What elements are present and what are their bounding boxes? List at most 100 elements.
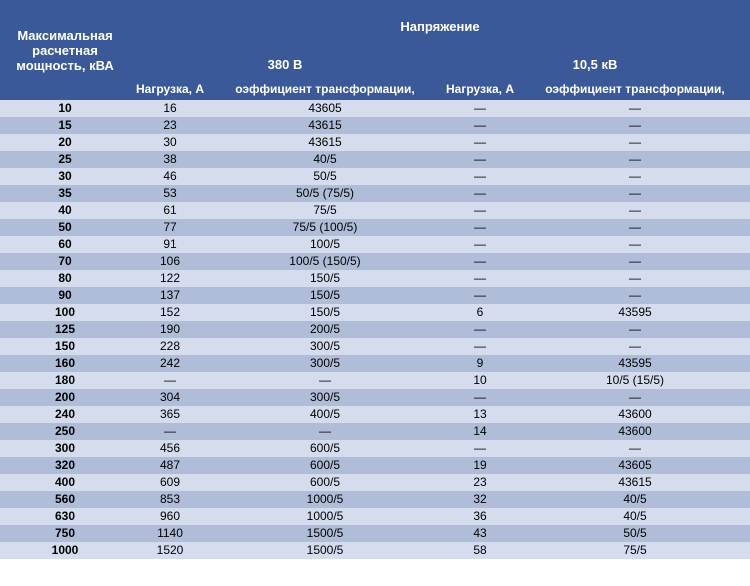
cell-coef-10: 43600 <box>520 406 750 423</box>
cell-load-380: 61 <box>130 202 210 219</box>
header-10-5kv: 10,5 кВ <box>440 52 750 77</box>
table-row: 100015201500/55875/5 <box>0 542 750 559</box>
cell-coef-380: 100/5 (150/5) <box>210 253 440 270</box>
cell-coef-380: 43605 <box>210 100 440 117</box>
cell-load-10: 23 <box>440 474 520 491</box>
cell-load-10: — <box>440 117 520 134</box>
table-header: Максимальная расчетная мощность, кВА Нап… <box>0 0 750 100</box>
cell-power: 150 <box>0 338 130 355</box>
cell-load-10: — <box>440 287 520 304</box>
cell-power: 30 <box>0 168 130 185</box>
cell-coef-10: 40/5 <box>520 491 750 508</box>
cell-load-380: 16 <box>130 100 210 117</box>
table-row: 90137150/5—— <box>0 287 750 304</box>
cell-power: 400 <box>0 474 130 491</box>
cell-load-10: — <box>440 253 520 270</box>
cell-load-380: 609 <box>130 474 210 491</box>
cell-power: 60 <box>0 236 130 253</box>
cell-power: 200 <box>0 389 130 406</box>
table-row: 6091100/5—— <box>0 236 750 253</box>
cell-coef-380: 300/5 <box>210 338 440 355</box>
cell-power: 40 <box>0 202 130 219</box>
cell-coef-10: — <box>520 202 750 219</box>
cell-coef-10: — <box>520 236 750 253</box>
cell-coef-10: — <box>520 168 750 185</box>
cell-load-380: 152 <box>130 304 210 321</box>
cell-coef-10: — <box>520 185 750 202</box>
cell-power: 20 <box>0 134 130 151</box>
cell-coef-10: — <box>520 389 750 406</box>
cell-power: 125 <box>0 321 130 338</box>
cell-load-380: 91 <box>130 236 210 253</box>
cell-coef-380: 75/5 <box>210 202 440 219</box>
cell-load-380: 46 <box>130 168 210 185</box>
cell-load-380: 23 <box>130 117 210 134</box>
cell-load-380: 122 <box>130 270 210 287</box>
cell-load-380: 30 <box>130 134 210 151</box>
table-row: 400609600/52343615 <box>0 474 750 491</box>
cell-coef-10: — <box>520 287 750 304</box>
cell-load-380: — <box>130 423 210 440</box>
cell-load-10: — <box>440 168 520 185</box>
cell-power: 250 <box>0 423 130 440</box>
cell-coef-10: 43595 <box>520 304 750 321</box>
cell-load-380: 106 <box>130 253 210 270</box>
cell-power: 70 <box>0 253 130 270</box>
data-table: Максимальная расчетная мощность, кВА Нап… <box>0 0 750 559</box>
cell-power: 320 <box>0 457 130 474</box>
table-row: 240365400/51343600 <box>0 406 750 423</box>
cell-coef-10: — <box>520 270 750 287</box>
cell-load-10: 9 <box>440 355 520 372</box>
cell-coef-10: 75/5 <box>520 542 750 559</box>
table-row: 70106100/5 (150/5)—— <box>0 253 750 270</box>
cell-coef-10: 43600 <box>520 423 750 440</box>
table-row: 5608531000/53240/5 <box>0 491 750 508</box>
table-body: 101643605——152343615——203043615——253840/… <box>0 100 750 559</box>
header-load-10: Нагрузка, А <box>440 77 520 100</box>
cell-power: 1000 <box>0 542 130 559</box>
table-row: 100152150/5643595 <box>0 304 750 321</box>
table-row: 180——1010/5 (15/5) <box>0 372 750 389</box>
cell-load-10: — <box>440 321 520 338</box>
table-row: 320487600/51943605 <box>0 457 750 474</box>
cell-power: 90 <box>0 287 130 304</box>
cell-load-10: 58 <box>440 542 520 559</box>
cell-load-380: 228 <box>130 338 210 355</box>
cell-power: 750 <box>0 525 130 542</box>
header-coef-10: оэффициент трансформации, <box>520 77 750 100</box>
cell-load-380: 190 <box>130 321 210 338</box>
cell-load-380: 487 <box>130 457 210 474</box>
cell-power: 100 <box>0 304 130 321</box>
cell-coef-380: 40/5 <box>210 151 440 168</box>
cell-power: 80 <box>0 270 130 287</box>
cell-coef-380: 1000/5 <box>210 508 440 525</box>
cell-coef-10: 43615 <box>520 474 750 491</box>
cell-coef-10: — <box>520 117 750 134</box>
cell-coef-380: 400/5 <box>210 406 440 423</box>
cell-coef-380: 200/5 <box>210 321 440 338</box>
cell-coef-380: 50/5 <box>210 168 440 185</box>
cell-coef-10: — <box>520 321 750 338</box>
cell-coef-380: — <box>210 423 440 440</box>
cell-coef-380: 1000/5 <box>210 491 440 508</box>
cell-coef-380: 75/5 (100/5) <box>210 219 440 236</box>
header-load-380: Нагрузка, А <box>130 77 210 100</box>
cell-coef-380: 600/5 <box>210 457 440 474</box>
cell-load-380: 1520 <box>130 542 210 559</box>
cell-coef-10: 10/5 (15/5) <box>520 372 750 389</box>
cell-load-10: 32 <box>440 491 520 508</box>
cell-load-380: 242 <box>130 355 210 372</box>
cell-power: 560 <box>0 491 130 508</box>
cell-coef-380: 1500/5 <box>210 525 440 542</box>
table-row: 160242300/5943595 <box>0 355 750 372</box>
cell-coef-10: 43595 <box>520 355 750 372</box>
table-row: 253840/5—— <box>0 151 750 168</box>
cell-power: 35 <box>0 185 130 202</box>
cell-load-380: 77 <box>130 219 210 236</box>
table-row: 355350/5 (75/5)—— <box>0 185 750 202</box>
cell-load-10: — <box>440 270 520 287</box>
cell-coef-380: 150/5 <box>210 270 440 287</box>
cell-coef-380: 43615 <box>210 117 440 134</box>
cell-load-10: 10 <box>440 372 520 389</box>
table-row: 200304300/5—— <box>0 389 750 406</box>
